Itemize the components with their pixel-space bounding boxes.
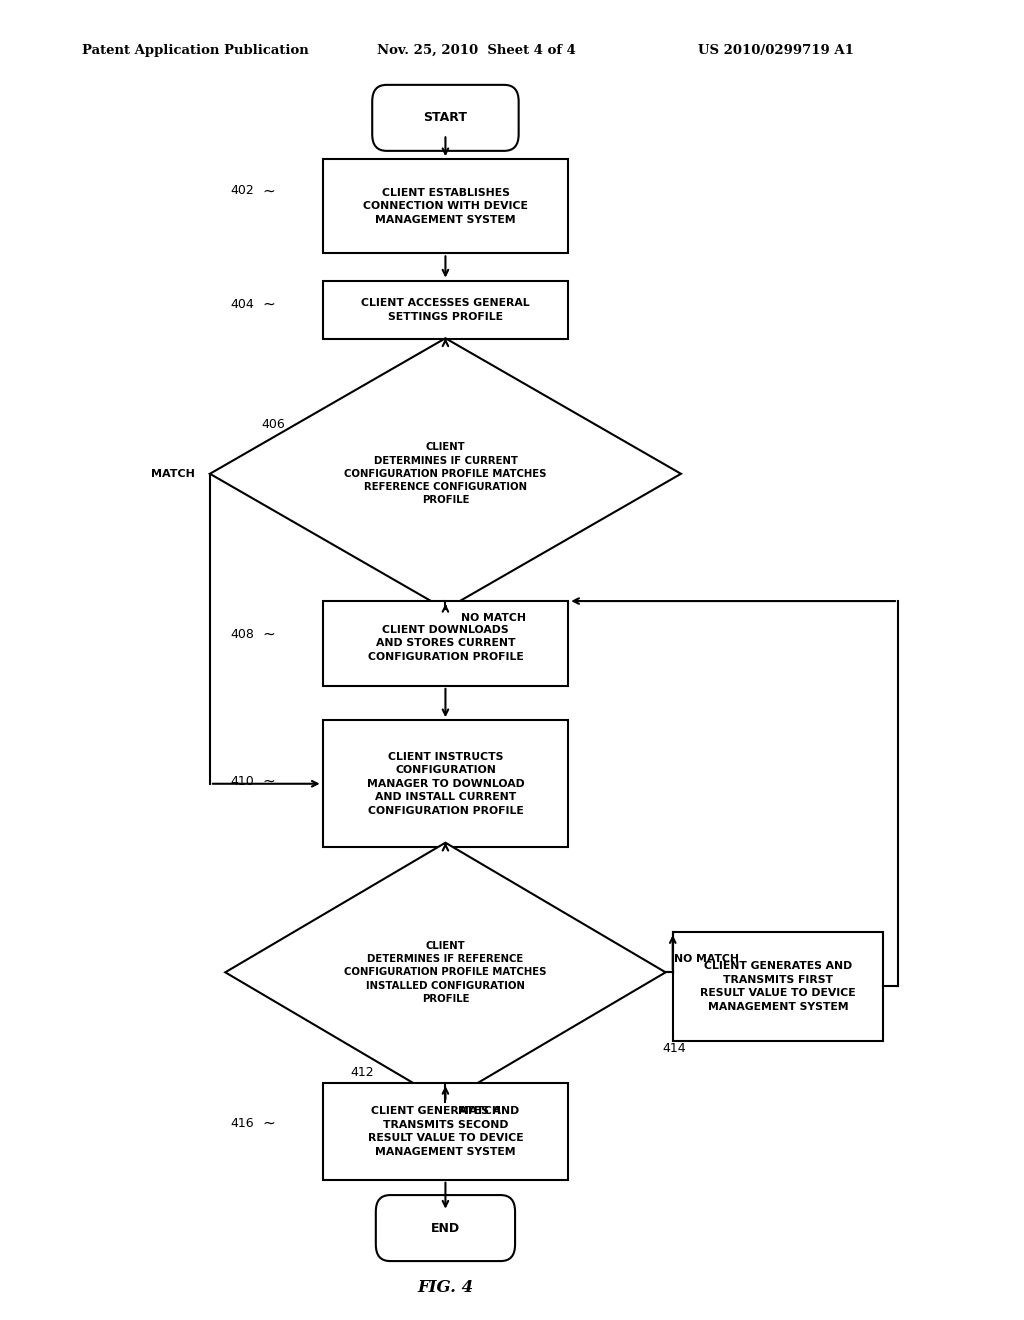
Text: CLIENT DOWNLOADS
AND STORES CURRENT
CONFIGURATION PROFILE: CLIENT DOWNLOADS AND STORES CURRENT CONF… [368, 624, 523, 663]
Bar [323, 1084, 568, 1180]
Text: CLIENT GENERATES AND
TRANSMITS FIRST
RESULT VALUE TO DEVICE
MANAGEMENT SYSTEM: CLIENT GENERATES AND TRANSMITS FIRST RES… [700, 961, 856, 1012]
Text: CLIENT GENERATES AND
TRANSMITS SECOND
RESULT VALUE TO DEVICE
MANAGEMENT SYSTEM: CLIENT GENERATES AND TRANSMITS SECOND RE… [368, 1106, 523, 1156]
Text: CLIENT
DETERMINES IF REFERENCE
CONFIGURATION PROFILE MATCHES
INSTALLED CONFIGURA: CLIENT DETERMINES IF REFERENCE CONFIGURA… [344, 941, 547, 1003]
Bar [323, 721, 568, 847]
Text: END: END [431, 1221, 460, 1234]
Text: CLIENT
DETERMINES IF CURRENT
CONFIGURATION PROFILE MATCHES
REFERENCE CONFIGURATI: CLIENT DETERMINES IF CURRENT CONFIGURATI… [344, 442, 547, 506]
Text: Patent Application Publication: Patent Application Publication [82, 44, 308, 57]
Bar [323, 281, 568, 339]
FancyBboxPatch shape [373, 84, 518, 150]
Text: 408: 408 [230, 627, 254, 640]
Text: ~: ~ [262, 627, 274, 642]
Text: MATCH: MATCH [458, 1106, 501, 1115]
Polygon shape [210, 338, 681, 610]
Text: ~: ~ [262, 774, 274, 789]
Text: ~: ~ [262, 297, 274, 312]
FancyBboxPatch shape [376, 1195, 515, 1261]
Text: US 2010/0299719 A1: US 2010/0299719 A1 [698, 44, 854, 57]
Text: 410: 410 [230, 775, 254, 788]
Text: ~: ~ [262, 183, 274, 198]
Text: 412: 412 [350, 1067, 374, 1078]
Text: 406: 406 [261, 418, 285, 430]
Text: 416: 416 [230, 1117, 254, 1130]
Polygon shape [225, 842, 666, 1102]
Bar [323, 160, 568, 253]
Text: FIG. 4: FIG. 4 [418, 1279, 473, 1295]
Text: CLIENT INSTRUCTS
CONFIGURATION
MANAGER TO DOWNLOAD
AND INSTALL CURRENT
CONFIGURA: CLIENT INSTRUCTS CONFIGURATION MANAGER T… [367, 751, 524, 816]
Text: NO MATCH: NO MATCH [461, 612, 525, 623]
Text: 414: 414 [663, 1043, 686, 1056]
Bar [674, 932, 883, 1040]
Text: NO MATCH: NO MATCH [674, 954, 738, 964]
Text: CLIENT ESTABLISHES
CONNECTION WITH DEVICE
MANAGEMENT SYSTEM: CLIENT ESTABLISHES CONNECTION WITH DEVIC… [362, 187, 528, 224]
Text: 404: 404 [230, 297, 254, 310]
Text: CLIENT ACCESSES GENERAL
SETTINGS PROFILE: CLIENT ACCESSES GENERAL SETTINGS PROFILE [361, 298, 529, 322]
Text: START: START [424, 111, 467, 124]
Text: ~: ~ [262, 1115, 274, 1131]
Text: MATCH: MATCH [151, 469, 195, 479]
Bar [323, 601, 568, 686]
Text: Nov. 25, 2010  Sheet 4 of 4: Nov. 25, 2010 Sheet 4 of 4 [377, 44, 575, 57]
Text: 402: 402 [230, 185, 254, 198]
